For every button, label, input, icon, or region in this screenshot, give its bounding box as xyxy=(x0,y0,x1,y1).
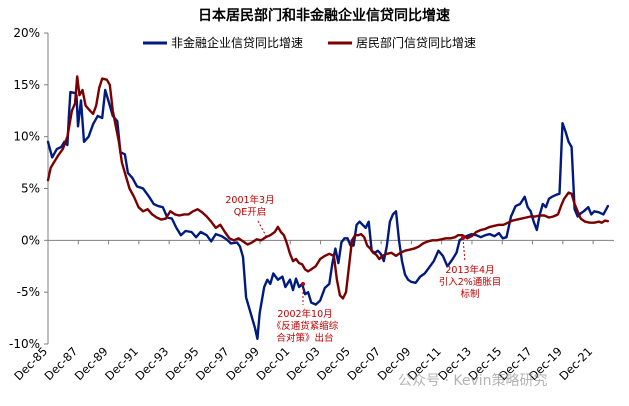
annotation-text: 2013年4月 xyxy=(445,264,494,276)
x-tick-label: Dec-21 xyxy=(556,344,595,383)
annotation-leader xyxy=(462,237,466,263)
y-tick-label: 10% xyxy=(13,130,40,144)
watermark-text: 公众号 · Kevin策略研究 xyxy=(398,372,548,389)
annotation-text: 引入2%通胀目 xyxy=(439,277,502,288)
series-line-enterprise xyxy=(46,88,610,340)
annotation-text: 标制 xyxy=(460,288,479,300)
annotation-text: QE开启 xyxy=(234,206,266,218)
legend-label-household: 居民部门信贷同比增速 xyxy=(356,35,476,50)
chart-title: 日本居民部门和非金融企业信贷同比增速 xyxy=(198,7,450,24)
annotation-dot xyxy=(461,236,465,240)
y-tick-label: 20% xyxy=(13,26,40,40)
y-tick-label: -5% xyxy=(17,285,40,299)
legend-label-enterprise: 非金融企业信贷同比增速 xyxy=(171,35,303,50)
annotation-text: 2001年3月 xyxy=(225,194,274,206)
annotation-text: 2002年10月 xyxy=(277,308,332,320)
annotation-text: 合对策》出台 xyxy=(276,332,333,344)
annotation-text: 《反通货紧缩综 xyxy=(272,320,339,332)
series-layer xyxy=(46,75,610,340)
y-axis: 20% 15% 10% 5% 0% -5% -10% xyxy=(9,26,49,351)
y-tick-label: -10% xyxy=(9,337,40,351)
legend: 非金融企业信贷同比增速 居民部门信贷同比增速 xyxy=(143,35,476,50)
annotation-leader xyxy=(257,220,267,237)
y-tick-label: 5% xyxy=(21,182,40,196)
y-tick-label: 15% xyxy=(13,78,40,92)
y-tick-label: 0% xyxy=(21,233,40,247)
series-line-household xyxy=(46,75,610,300)
annotation-dot xyxy=(301,282,305,286)
